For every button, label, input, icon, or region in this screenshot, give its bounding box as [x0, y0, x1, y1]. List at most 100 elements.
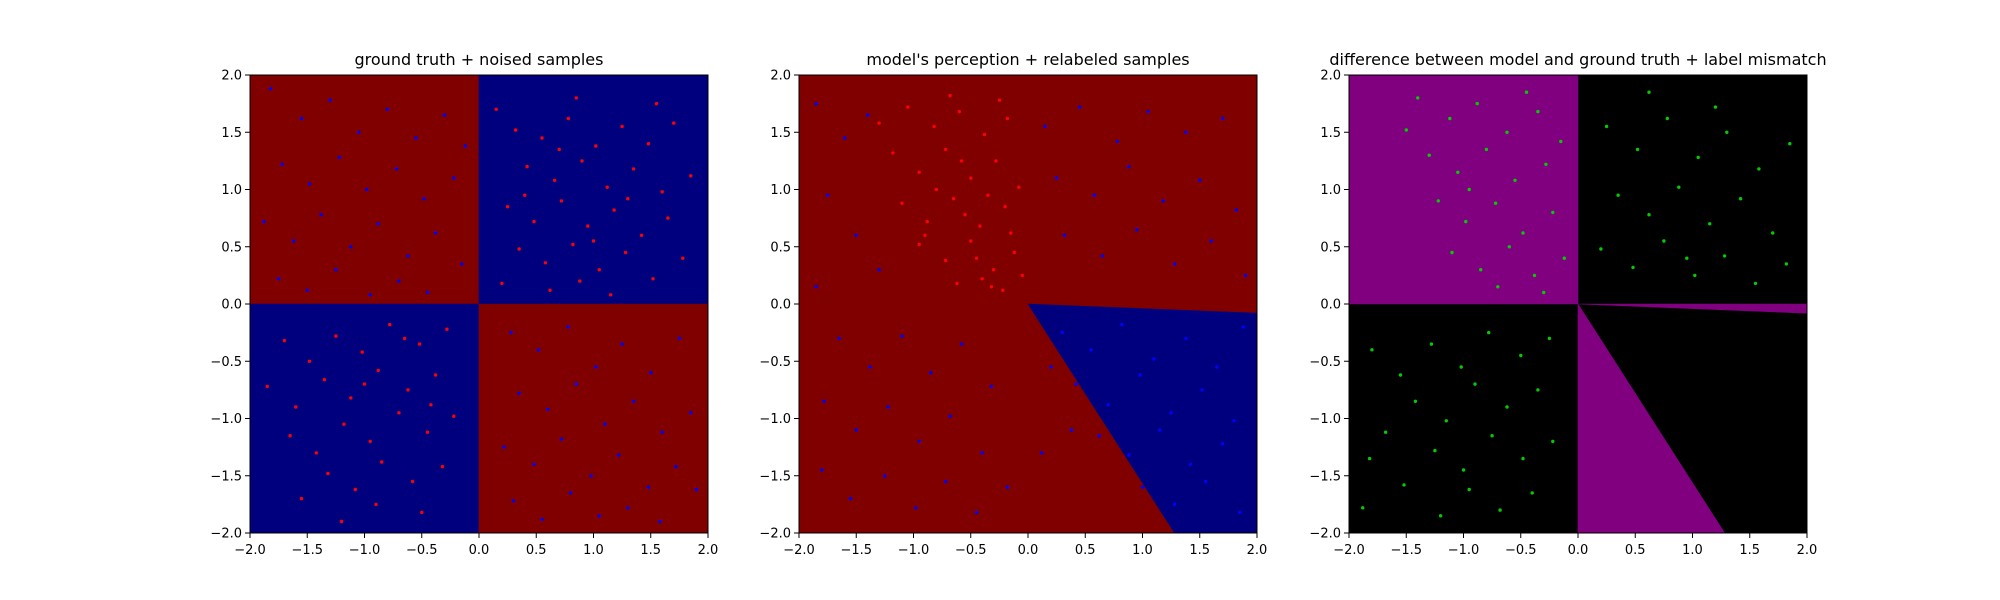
data-point	[1184, 130, 1188, 134]
data-point	[276, 277, 281, 281]
data-point	[1120, 322, 1124, 327]
data-point	[943, 147, 948, 152]
data-point	[402, 336, 407, 341]
data-point	[1456, 170, 1460, 174]
data-point	[1604, 124, 1609, 129]
x-tick-label: −1.5	[291, 543, 323, 558]
data-point	[1448, 116, 1452, 121]
data-point	[1530, 491, 1534, 495]
data-point	[509, 330, 513, 335]
data-point	[452, 414, 456, 418]
y-tick-label: 2.0	[1320, 69, 1341, 84]
data-point	[1135, 227, 1139, 232]
data-point	[1490, 434, 1494, 438]
data-point	[854, 428, 858, 432]
data-point	[1708, 222, 1712, 226]
data-point	[1243, 273, 1248, 278]
y-tick-label: −0.5	[759, 355, 791, 370]
data-point	[654, 101, 659, 106]
data-point	[1404, 128, 1409, 132]
data-point	[1221, 116, 1225, 121]
data-point	[969, 176, 973, 180]
x-tick-label: −1.0	[1448, 543, 1480, 558]
y-tick-label: −1.0	[210, 412, 242, 427]
data-point	[433, 231, 438, 235]
data-point	[1544, 162, 1548, 166]
data-point	[1383, 430, 1388, 434]
data-point	[536, 348, 541, 352]
data-point	[589, 474, 593, 478]
data-point	[814, 101, 818, 106]
points-layer	[262, 87, 699, 524]
data-point	[262, 219, 266, 224]
data-point	[891, 151, 895, 155]
data-point	[571, 242, 575, 247]
data-point	[429, 403, 433, 407]
data-point	[1009, 231, 1013, 235]
data-point	[368, 439, 372, 444]
data-point	[843, 136, 847, 140]
data-point	[440, 464, 445, 469]
y-tick-label: −2.0	[1309, 527, 1341, 542]
data-point	[1060, 330, 1065, 335]
x-tick-label: 1.0	[1132, 543, 1153, 558]
x-tick-label: 2.0	[1247, 543, 1268, 558]
data-point	[566, 116, 570, 121]
x-tick-label: 0.5	[1625, 543, 1646, 558]
data-point	[689, 411, 693, 415]
data-point	[906, 105, 910, 109]
data-point	[609, 293, 613, 297]
data-point	[672, 121, 676, 125]
data-point	[1074, 382, 1078, 386]
data-point	[1017, 185, 1021, 189]
data-point	[1089, 348, 1093, 352]
region	[249, 74, 480, 305]
data-point	[1100, 254, 1105, 258]
data-point	[1551, 210, 1555, 215]
data-point	[574, 96, 578, 100]
y-tick-label: 1.0	[221, 183, 242, 198]
data-point	[339, 519, 344, 524]
data-point	[460, 262, 464, 266]
data-point	[299, 116, 304, 121]
data-point	[307, 359, 312, 363]
data-point	[1635, 147, 1640, 152]
data-point	[445, 327, 449, 331]
data-point	[1498, 508, 1502, 512]
data-point	[957, 109, 961, 114]
y-tick-label: 0.5	[1320, 240, 1341, 255]
data-point	[548, 288, 552, 292]
data-point	[463, 144, 467, 148]
data-point	[1467, 487, 1471, 492]
data-point	[917, 439, 921, 444]
data-point	[1049, 365, 1053, 369]
data-point	[322, 377, 327, 382]
data-point	[1444, 419, 1449, 423]
y-tick-label: 2.0	[221, 69, 242, 84]
data-point	[1115, 139, 1120, 144]
data-point	[1146, 109, 1150, 114]
data-point	[410, 479, 415, 484]
data-point	[422, 197, 426, 201]
data-point	[552, 178, 557, 182]
data-point	[376, 222, 380, 226]
data-point	[1771, 231, 1775, 235]
data-point	[1161, 199, 1165, 203]
data-point	[974, 510, 979, 515]
y-tick-label: 1.0	[1320, 183, 1341, 198]
data-point	[620, 342, 624, 346]
x-tick-label: 2.0	[698, 543, 719, 558]
data-point	[1003, 205, 1007, 209]
data-point	[578, 279, 582, 283]
data-point	[1788, 142, 1792, 146]
data-point	[1722, 254, 1727, 258]
data-point	[929, 371, 933, 375]
data-point	[660, 190, 664, 194]
data-point	[943, 479, 948, 484]
data-point	[294, 405, 298, 409]
region-layer	[798, 74, 1258, 534]
data-point	[540, 517, 544, 521]
data-point	[353, 487, 357, 492]
data-point	[1427, 153, 1431, 157]
data-point	[494, 107, 498, 112]
